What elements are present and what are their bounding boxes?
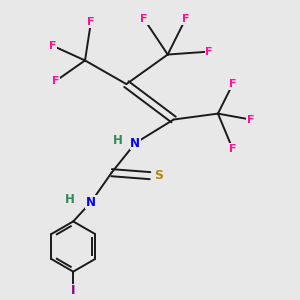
Text: F: F <box>205 46 213 57</box>
Text: F: F <box>140 14 148 24</box>
Text: F: F <box>49 41 56 51</box>
Text: S: S <box>154 169 164 182</box>
Text: N: N <box>86 196 96 209</box>
Text: F: F <box>182 14 189 24</box>
Text: F: F <box>229 144 236 154</box>
Text: F: F <box>247 115 254 124</box>
Text: I: I <box>71 284 76 297</box>
Text: H: H <box>112 134 122 147</box>
Text: F: F <box>87 17 95 27</box>
Text: N: N <box>130 137 140 150</box>
Text: H: H <box>65 193 75 206</box>
Text: F: F <box>52 76 59 86</box>
Text: F: F <box>229 79 236 89</box>
